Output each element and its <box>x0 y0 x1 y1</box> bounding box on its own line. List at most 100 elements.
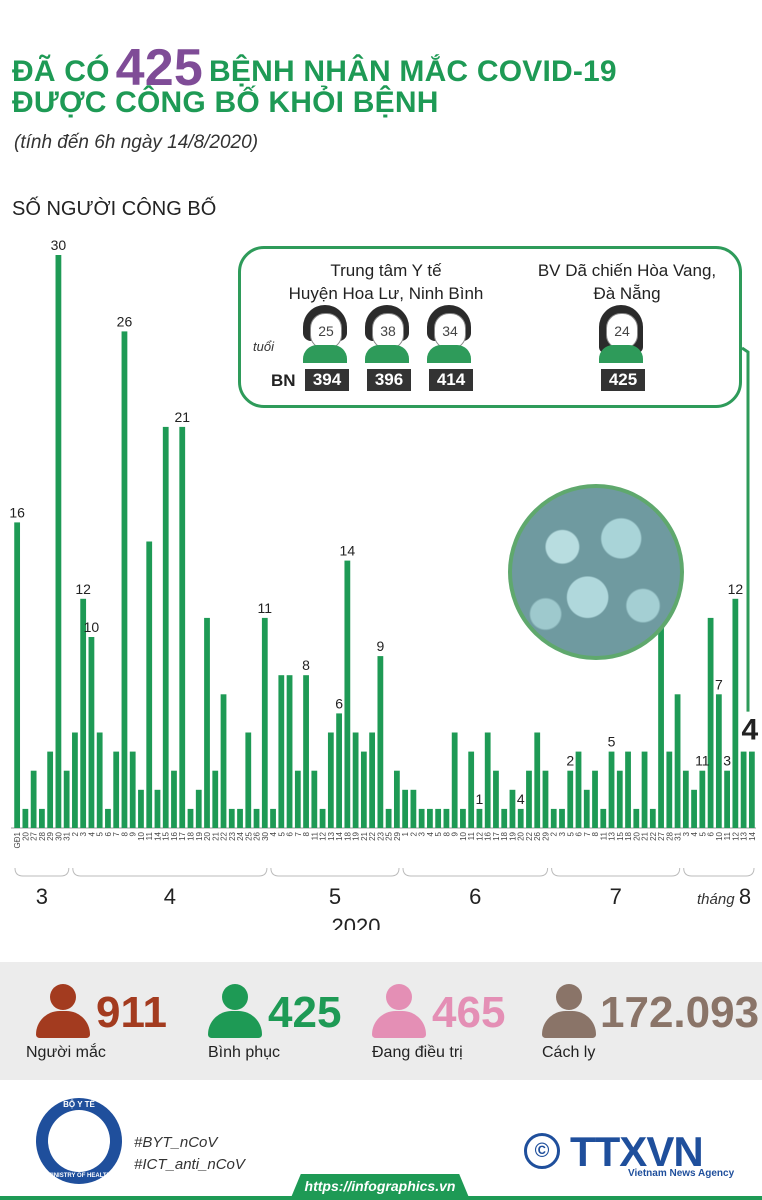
x-tick-label: 31 <box>674 831 683 840</box>
stat-label: Cách ly <box>542 1044 596 1061</box>
x-tick-label: 29 <box>541 831 550 840</box>
bar <box>138 789 144 828</box>
x-tick-label: 9 <box>451 831 460 836</box>
x-tick-label: 21 <box>641 831 650 840</box>
x-tick-label: 31 <box>63 831 72 840</box>
month-label: 5 <box>329 884 341 909</box>
x-tick-label: 18 <box>186 831 195 840</box>
x-tick-label: 30 <box>54 831 63 840</box>
x-tick-label: 25 <box>244 831 253 840</box>
x-tick-label: 5 <box>566 831 575 836</box>
bar <box>501 808 508 828</box>
x-tick-label: 8 <box>442 831 451 836</box>
x-tick-label: 5 <box>434 831 443 836</box>
x-tick-label: 8 <box>591 831 600 836</box>
bar <box>402 789 409 828</box>
x-tick-label: 21 <box>360 831 369 840</box>
x-tick-label: 9 <box>129 831 138 836</box>
data-label: 5 <box>608 734 616 750</box>
bar <box>699 770 706 828</box>
bar <box>583 789 590 828</box>
hashtag: #ICT_anti_nCoV <box>134 1156 245 1173</box>
data-label: 10 <box>84 619 100 635</box>
x-tick-label: 20 <box>632 831 641 840</box>
virus-illustration <box>508 484 684 660</box>
bar <box>55 255 62 828</box>
bar <box>311 770 318 828</box>
bar <box>715 694 722 828</box>
recovered-patients-callout: Trung tâm Y tế Huyện Hoa Lư, Ninh Bình B… <box>238 246 742 408</box>
x-tick-label: 27 <box>657 831 666 840</box>
data-label: 7 <box>715 676 723 692</box>
callout-connector <box>741 346 750 712</box>
bn-label: BN <box>271 371 296 390</box>
group2-title-line2: Đà Nẵng <box>593 284 661 303</box>
bar <box>327 732 334 828</box>
x-tick-label: 19 <box>195 831 204 840</box>
x-tick-label: 3 <box>682 831 691 836</box>
x-tick-label: 17 <box>492 831 501 840</box>
data-label: 11 <box>258 600 273 616</box>
bar <box>460 808 466 828</box>
bar <box>220 694 227 828</box>
x-tick-label: 11 <box>723 831 732 840</box>
stats-band: 911 Người mắc 425 Bình phục 465 Đang điề… <box>0 962 762 1080</box>
x-tick-label: 11 <box>599 831 608 840</box>
bar <box>72 732 78 828</box>
patient-bn: 394 <box>305 369 349 391</box>
bar <box>682 770 689 828</box>
month-bracket <box>270 867 400 877</box>
bar <box>47 751 54 828</box>
bar <box>393 770 400 828</box>
x-tick-label: 12 <box>475 831 484 840</box>
bar <box>707 617 714 828</box>
patient-bn: 414 <box>429 369 473 391</box>
x-tick-label: 6 <box>104 831 113 836</box>
x-tick-label: 5 <box>96 831 105 836</box>
data-label: 12 <box>728 581 744 597</box>
x-tick-label: 10 <box>459 831 468 840</box>
data-label: 4 <box>517 791 525 807</box>
x-tick-label: 22 <box>220 831 229 840</box>
x-tick-label: 15 <box>616 831 625 840</box>
bar <box>270 808 276 828</box>
x-tick-label: 7 <box>294 831 303 836</box>
x-tick-label: 26 <box>253 831 262 840</box>
patient-age: 38 <box>372 313 404 349</box>
x-tick-label: 17 <box>178 831 187 840</box>
data-label: 14 <box>340 543 356 559</box>
x-tick-label: 12 <box>731 831 740 840</box>
bar <box>113 751 120 828</box>
bar <box>212 770 219 828</box>
x-tick-label: 30 <box>261 831 270 840</box>
x-tick-label: 29 <box>46 831 55 840</box>
month-label: 8 <box>739 884 751 909</box>
bar <box>427 808 433 828</box>
copyright-icon: © <box>524 1133 560 1169</box>
title-number: 425 <box>115 39 204 97</box>
x-tick-label: 7 <box>112 831 121 836</box>
bar-chart: GĐ1 20 27 28 29 30 31 2 3 4 5 6 7 8 9 10 11 14 15 16 17 18 19 2… <box>9 237 758 930</box>
bar <box>493 770 499 828</box>
x-tick-label: 14 <box>748 831 757 840</box>
person-icon <box>542 984 596 1038</box>
data-label: 8 <box>302 657 310 673</box>
stat-value: 911 <box>96 988 167 1037</box>
x-tick-label: 2 <box>409 831 418 836</box>
bar <box>253 808 260 828</box>
x-tick-label: 24 <box>236 831 245 840</box>
x-tick-label: 6 <box>286 831 295 836</box>
bar <box>542 770 549 828</box>
page-subtitle: (tính đến 6h ngày 14/8/2020) <box>14 132 259 153</box>
x-tick-label: 3 <box>79 831 88 836</box>
bar <box>484 732 491 828</box>
x-tick-label: 28 <box>665 831 674 840</box>
x-tick-label: 20 <box>21 831 30 840</box>
source-url[interactable]: https://infographics.vn <box>304 1178 456 1194</box>
month-prefix-label: tháng <box>697 891 735 908</box>
bar <box>385 808 392 828</box>
bar <box>30 770 37 828</box>
bar <box>39 808 45 828</box>
patient-avatar-male: 38 <box>365 305 409 363</box>
bar <box>121 331 128 828</box>
